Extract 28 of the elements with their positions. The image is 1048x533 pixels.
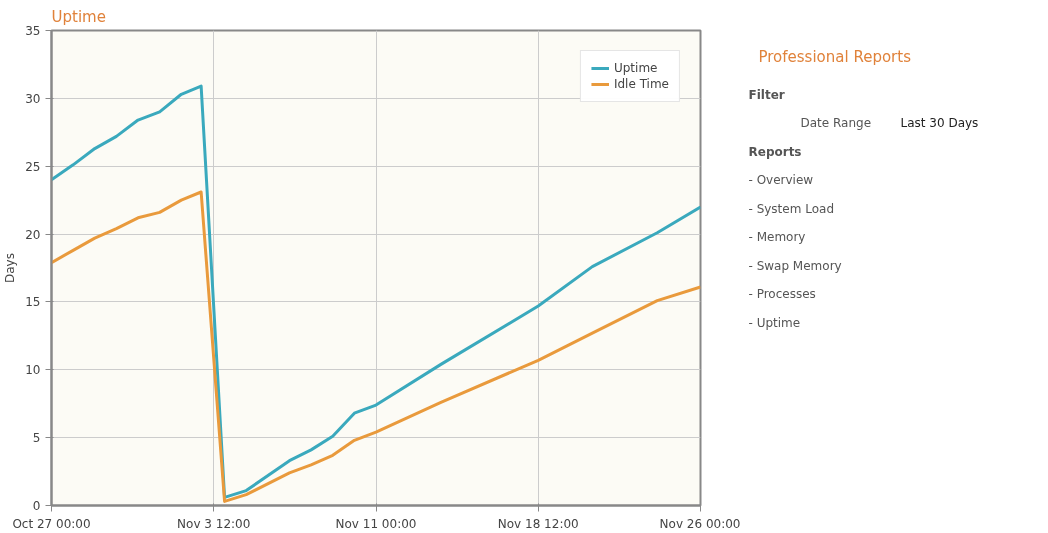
text: Filter [748, 87, 785, 102]
text: Date Range [800, 116, 872, 131]
text: Professional Reports [758, 48, 912, 67]
x-tick-label: Oct 27 00:00 [12, 516, 91, 531]
y-axis-title: Days [3, 253, 18, 283]
y-tick-label: 0 [32, 499, 41, 513]
x-tick-label: Nov 3 12:00 [177, 516, 251, 531]
text: - Uptime [748, 315, 801, 330]
x-tick-label: Nov 11 00:00 [335, 516, 417, 531]
x-tick-label: Nov 18 12:00 [497, 516, 579, 531]
y-tick-label: 10 [25, 363, 41, 378]
chart-title: Uptime [51, 7, 106, 26]
legend-label: Idle Time [613, 77, 669, 91]
y-tick-label: 35 [25, 24, 41, 38]
text: - Overview [748, 173, 814, 188]
text: Last 30 Days [900, 116, 979, 131]
text: - Memory [748, 230, 806, 245]
y-tick-label: 5 [32, 431, 41, 446]
y-tick-label: 20 [25, 227, 41, 242]
y-tick-label: 15 [25, 295, 41, 310]
y-tick-label: 30 [25, 91, 41, 106]
text: Reports [748, 144, 802, 159]
text: - System Load [748, 201, 834, 216]
x-tick-label: Nov 26 00:00 [659, 516, 741, 531]
text: - Swap Memory [748, 258, 842, 273]
y-tick-label: 25 [25, 159, 41, 174]
legend-label: Uptime [613, 61, 658, 75]
text: - Processes [748, 287, 816, 302]
